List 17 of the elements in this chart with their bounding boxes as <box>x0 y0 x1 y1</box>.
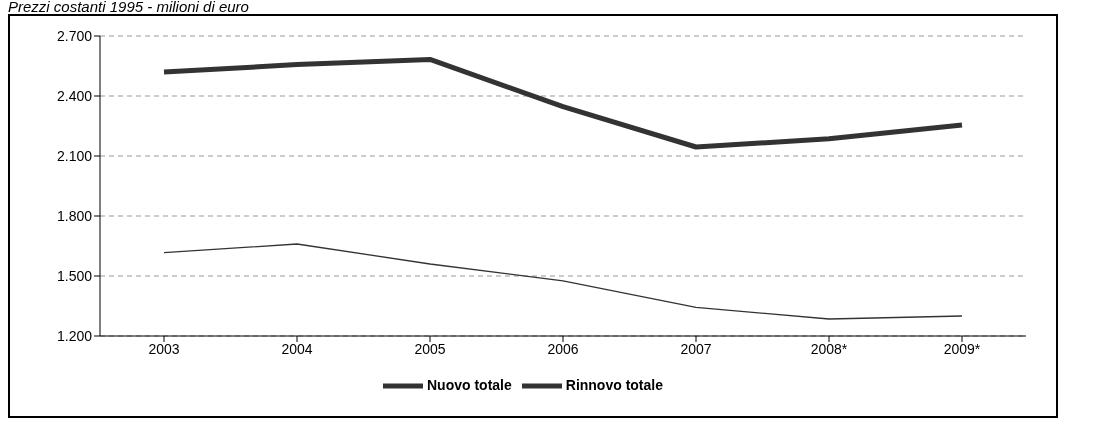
line-series <box>163 243 963 320</box>
legend-label: Rinnovo totale <box>565 376 663 393</box>
x-tick-label: 2008* <box>810 340 848 357</box>
x-tick-label: 2009* <box>943 340 981 357</box>
x-tick-label: 2004 <box>281 340 313 357</box>
x-tick-label: 2007 <box>680 340 712 357</box>
legend-label: Nuovo totale <box>426 376 512 393</box>
y-tick-label: 2.400 <box>56 87 93 104</box>
y-tick-label: 2.100 <box>56 147 93 164</box>
y-tick-label: 2.700 <box>56 27 93 44</box>
x-tick-label: 2006 <box>547 340 579 357</box>
x-tick-label: 2005 <box>414 340 446 357</box>
y-tick-label: 1.200 <box>56 327 93 344</box>
chart-title: Prezzi costanti 1995 - milioni di euro <box>8 0 250 15</box>
y-tick-label: 1.500 <box>56 267 93 284</box>
x-tick-label: 2003 <box>148 340 180 357</box>
y-tick-label: 1.800 <box>56 207 93 224</box>
